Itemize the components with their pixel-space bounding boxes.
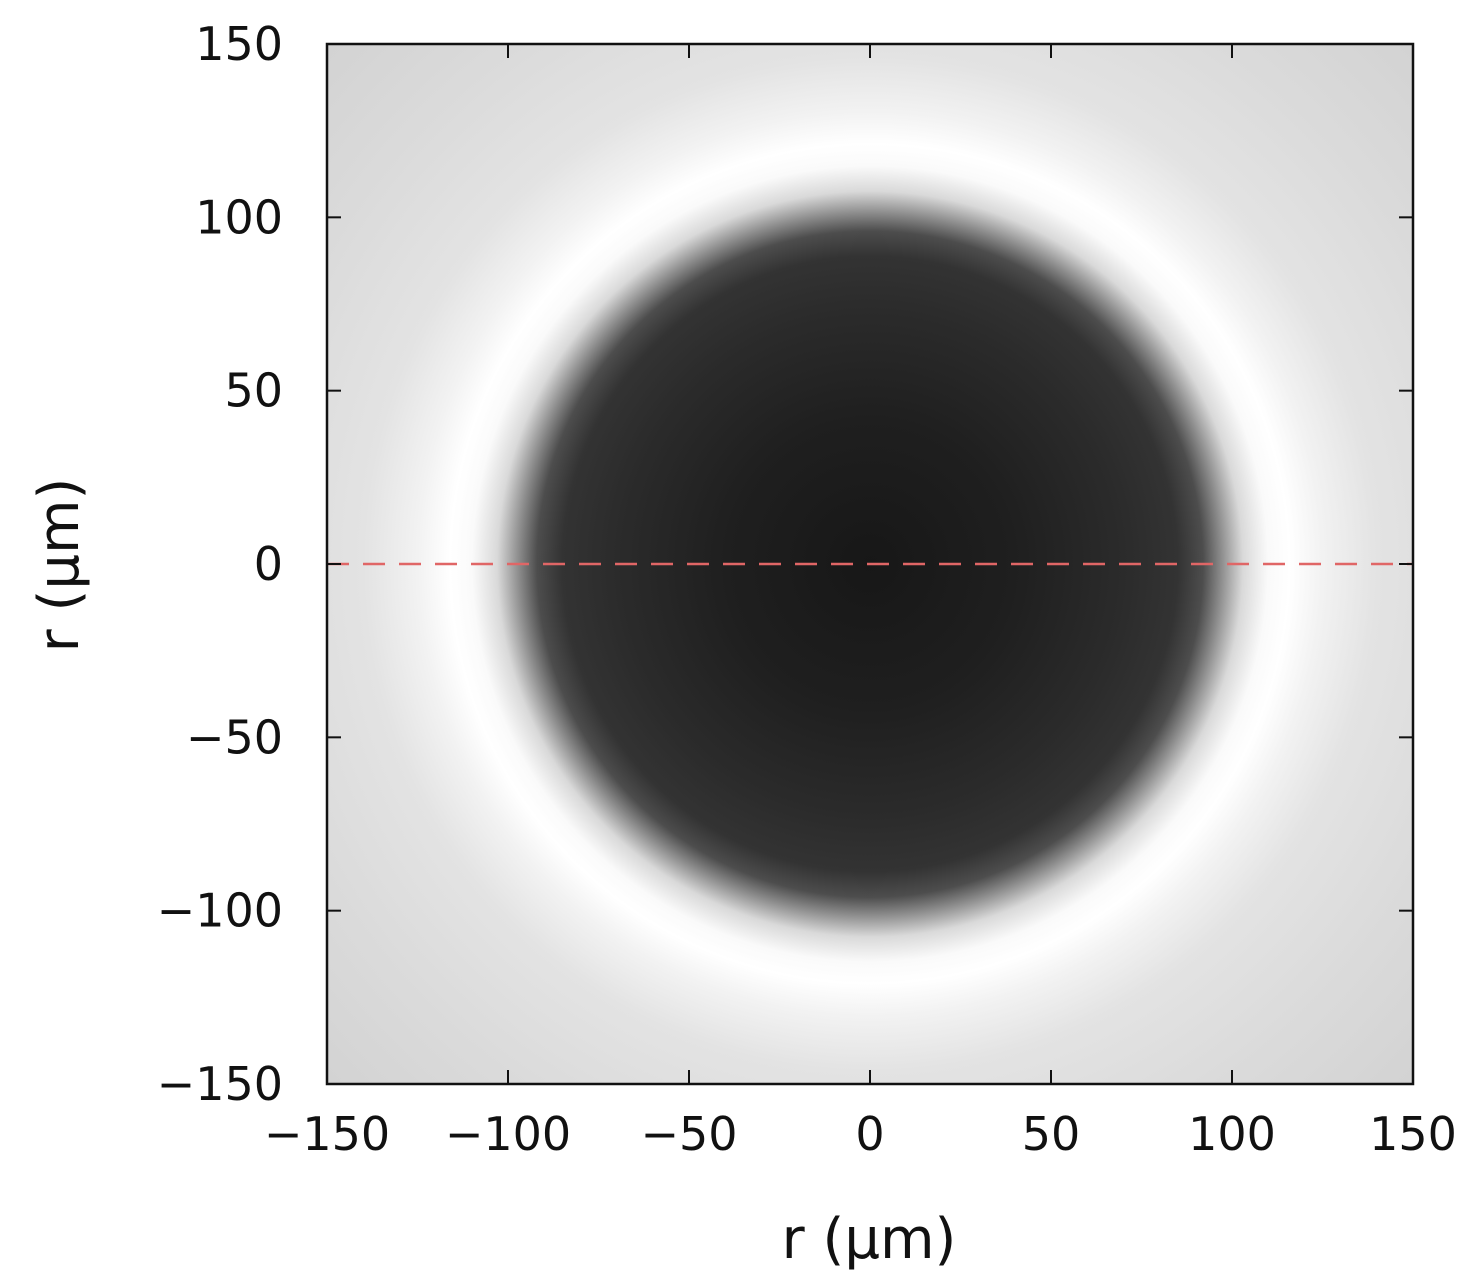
x-tick-label: 100 [1188,1107,1276,1161]
x-tick-label: −100 [445,1107,571,1161]
x-tick-label: −150 [264,1107,390,1161]
x-tick-label: 150 [1369,1107,1457,1161]
y-tick-label: 150 [195,17,283,71]
x-tick-label: 0 [855,1107,884,1161]
y-axis-label: r (μm) [27,478,92,653]
x-tick-label: 50 [1022,1107,1081,1161]
y-tick-label: 0 [254,537,283,591]
x-axis-label: r (μm) [782,1207,957,1272]
y-tick-label: 50 [224,364,283,418]
y-tick-label: −50 [186,710,283,764]
y-tick-label: −150 [157,1057,283,1111]
y-tick-label: −100 [157,884,283,938]
axis-ticks: −150 −100 −50 0 50 100 150 −150 −100 −50 0 50 100 150 [157,17,1457,1161]
y-tick-label: 100 [195,190,283,244]
x-tick-label: −50 [640,1107,737,1161]
